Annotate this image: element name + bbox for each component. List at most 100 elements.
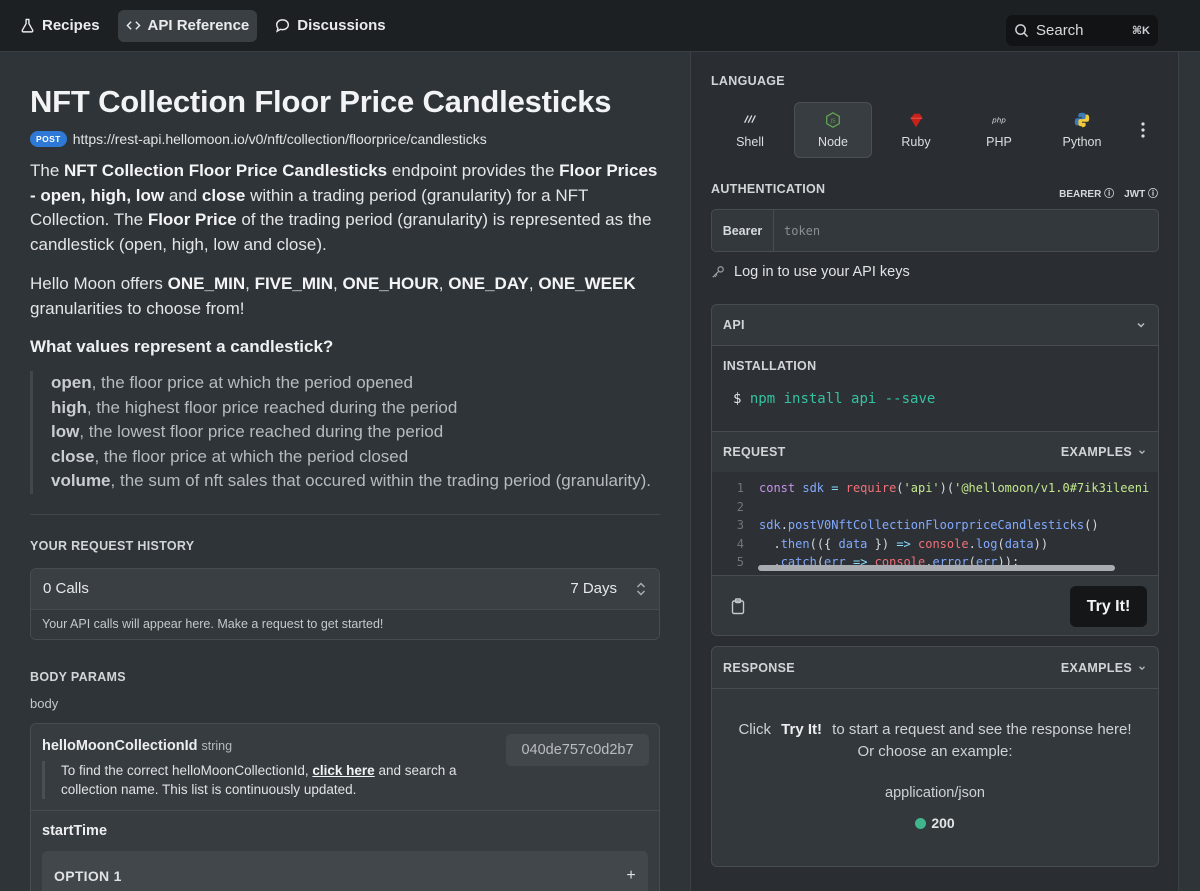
try-it-button[interactable]: Try It! (1070, 586, 1147, 627)
response-content-type: application/json (885, 785, 985, 801)
node-icon: JS (826, 112, 840, 128)
line-number: 3 (736, 518, 744, 532)
tab-recipes[interactable]: Recipes (12, 10, 108, 42)
search-shortcut: ⌘K (1131, 25, 1150, 37)
auth-token-field[interactable]: Bearer token (711, 209, 1159, 252)
param-card: helloMoonCollectionId string 040de757c0d2… (30, 722, 660, 891)
code-line: 3 sdk.postV0NftCollectionFloorpriceCandle… (712, 518, 1099, 536)
key-icon (712, 266, 724, 278)
lang-php[interactable]: php PHP (960, 102, 1038, 158)
request-header: REQUEST EXAMPLES (712, 432, 1158, 472)
jwt-info-link[interactable]: JWT ⓘ (1124, 189, 1158, 200)
request-history-box: 0 Calls 7 Days Your API calls will appea… (30, 567, 660, 640)
login-text: Log in to use your API keys (734, 264, 910, 280)
status-dot-icon (915, 817, 927, 829)
chevron-down-icon (1137, 322, 1145, 328)
copy-clipboard-icon[interactable] (731, 598, 745, 615)
response-header: RESPONSE EXAMPLES (712, 647, 1158, 689)
body-params-sub: body (30, 695, 59, 711)
line-number: 2 (736, 499, 744, 514)
flask-icon (21, 18, 34, 33)
request-examples-dropdown[interactable]: EXAMPLES (1061, 445, 1147, 459)
collection-id-input[interactable]: 040de757c0d2b7 (506, 733, 649, 766)
value-item-high: high, the highest floor price reached du… (51, 397, 458, 417)
plus-icon: + (626, 866, 636, 884)
param-separator (31, 809, 659, 811)
lang-node[interactable]: JS Node (794, 102, 872, 158)
info-icon: ⓘ (1148, 189, 1158, 200)
line-number: 1 (736, 481, 744, 495)
option-1-label: OPTION 1 (54, 867, 122, 884)
tab-discussions[interactable]: Discussions (267, 10, 393, 42)
request-actions: Try It! (712, 576, 1158, 635)
line-number: 5 (736, 555, 744, 569)
page-title: NFT Collection Floor Price Candlesticks (30, 84, 612, 119)
tab-recipes-label: Recipes (42, 17, 100, 34)
code-line: 1 const sdk = require('api')('@hellomoon/… (712, 481, 1149, 499)
description-paragraph-1: The NFT Collection Floor Price Candlesti… (30, 161, 658, 254)
search-input[interactable]: Search ⌘K (1006, 15, 1158, 46)
response-example-200[interactable]: 200 (712, 815, 1158, 831)
response-card: RESPONSE EXAMPLES Click Try It! to start… (711, 646, 1159, 867)
history-range-selector[interactable]: 0 Calls 7 Days (31, 568, 659, 609)
language-label: LANGUAGE (711, 74, 785, 88)
shell-icon (744, 115, 756, 123)
endpoint-docs: NFT Collection Floor Price Candlesticks … (30, 52, 660, 891)
param-description: To find the correct helloMoonCollectionI… (42, 760, 482, 799)
endpoint-url-row: POST https://rest-api.hellomoon.io/v0/nf… (30, 131, 660, 147)
authentication-label: AUTHENTICATION (711, 182, 826, 196)
endpoint-url: https://rest-api.hellomoon.io/v0/nft/col… (72, 131, 487, 147)
chevron-down-icon (1139, 665, 1145, 670)
response-label: RESPONSE (723, 660, 795, 675)
select-arrows-icon (636, 581, 646, 596)
value-item-close: close, the floor price at which the peri… (51, 446, 409, 466)
try-it-inline-label: Try It! (781, 721, 822, 738)
bearer-prefix: Bearer (712, 210, 774, 251)
ruby-icon (910, 113, 923, 128)
svg-text:php: php (991, 116, 1006, 125)
login-prompt[interactable]: Log in to use your API keys (711, 264, 910, 280)
line-number: 4 (736, 536, 744, 551)
right-panel: LANGUAGE Shell JS Node Ruby php PHP Pyth… (690, 52, 1179, 891)
param-type: string (201, 738, 233, 753)
request-history-label: YOUR REQUEST HISTORY (30, 538, 195, 553)
bearer-info-link[interactable]: BEARER ⓘ (1059, 189, 1115, 200)
code-horizontal-scrollbar[interactable] (758, 565, 1115, 571)
lang-python[interactable]: Python (1043, 102, 1121, 158)
body-params-label: BODY PARAMS (30, 669, 126, 684)
chat-bubble-icon (276, 19, 290, 33)
history-calls-count: 0 Calls (43, 580, 89, 597)
start-time-param-name: startTime (42, 822, 108, 839)
option-1-toggle[interactable]: OPTION 1 + (42, 850, 648, 891)
python-icon (1074, 112, 1090, 128)
search-icon (1015, 24, 1029, 38)
description-paragraph-2: Hello Moon offers ONE_MIN, FIVE_MIN, ONE… (30, 274, 636, 318)
code-icon (125, 21, 141, 30)
lang-shell[interactable]: Shell (711, 102, 789, 158)
api-section-header[interactable]: API (712, 305, 1158, 346)
more-vertical-icon[interactable] (1141, 122, 1145, 138)
value-item-volume: volume, the sum of nft sales that occure… (51, 471, 652, 490)
code-sample[interactable]: 1 const sdk = require('api')('@hellomoon/… (712, 472, 1158, 576)
token-input[interactable]: token (784, 223, 821, 238)
tab-api-reference-label: API Reference (147, 17, 250, 34)
history-range-value: 7 Days (570, 580, 617, 597)
search-placeholder: Search (1036, 22, 1084, 39)
api-request-card: API INSTALLATION $ npm install api --sav… (711, 304, 1159, 636)
code-line: 4 .then(({ data }) => console.log(data)) (712, 537, 1048, 555)
request-label: REQUEST (723, 445, 786, 459)
installation-area: INSTALLATION $ npm install api --save (712, 346, 1158, 432)
response-placeholder-message: Click Try It! to start a request and see… (738, 721, 1132, 760)
api-label: API (723, 318, 745, 332)
response-examples-dropdown[interactable]: EXAMPLES (1061, 661, 1147, 675)
param-name: helloMoonCollectionId string (42, 737, 233, 754)
code-line: 2 (712, 500, 759, 518)
chevron-down-icon (1139, 450, 1145, 455)
language-selector: Shell JS Node Ruby php PHP Python (711, 102, 1126, 158)
svg-text:JS: JS (830, 119, 837, 125)
auth-type-links: BEARER ⓘ JWT ⓘ (1059, 185, 1158, 200)
tab-api-reference[interactable]: API Reference (117, 9, 258, 42)
lang-ruby[interactable]: Ruby (877, 102, 955, 158)
click-here-link[interactable]: click here (312, 762, 375, 778)
method-badge: POST (30, 131, 67, 147)
